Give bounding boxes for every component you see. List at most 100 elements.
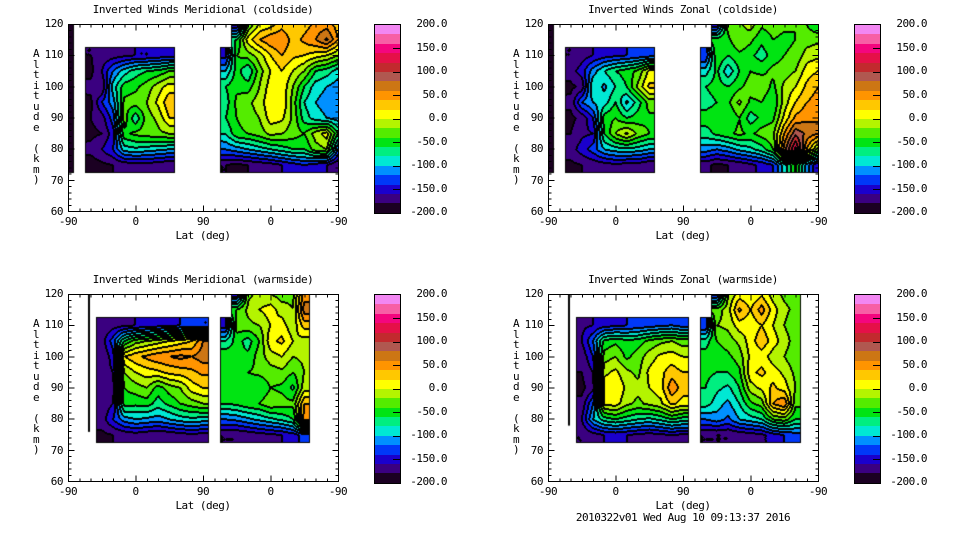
colorbar-band (855, 473, 880, 483)
contour-field (68, 294, 338, 482)
x-tick-label: 90 (196, 485, 210, 498)
colorbar-band (855, 90, 880, 101)
colorbar-tick (393, 189, 400, 190)
contour-field (68, 24, 338, 212)
y-tick-label: 110 (44, 318, 64, 332)
colorbar-band (855, 417, 880, 427)
colorbar-band (855, 426, 880, 436)
colorbar-band (375, 71, 400, 82)
panel-title: Inverted Winds Meridional (warmside) (92, 273, 314, 286)
colorbar-band (375, 175, 400, 185)
colorbar-band (375, 360, 400, 371)
colorbar-band (375, 464, 400, 474)
x-tick-label: 90 (676, 215, 690, 228)
colorbar-band (375, 194, 400, 204)
colorbar-tick (873, 165, 880, 167)
panel-title: Inverted Winds Zonal (warmside) (588, 273, 778, 286)
colorbar-band (855, 71, 880, 82)
colorbar-band (375, 379, 400, 389)
x-tick-label: 0 (747, 215, 754, 228)
colorbar-band (855, 464, 880, 474)
colorbar-tick-label: 50.0 (422, 87, 448, 101)
y-tick-label: 90 (530, 381, 544, 394)
plot-footer-timestamp: 2010322v01 Wed Aug 10 09:13:37 2016 (575, 511, 791, 524)
panel-zonal-coldside: Inverted Winds Zonal (coldside) A l t i … (480, 0, 960, 270)
y-tick-label: 100 (524, 79, 544, 93)
panel-meridional-warmside: Inverted Winds Meridional (warmside) A l… (0, 270, 480, 540)
colorbar-tick (393, 71, 400, 73)
x-axis-label: Lat (deg) (655, 499, 711, 512)
colorbar-band (375, 118, 400, 129)
colorbar-tick (873, 71, 880, 73)
colorbar-band (375, 43, 400, 54)
colorbar (374, 24, 401, 214)
colorbar-tick (393, 318, 400, 319)
y-axis-label: A l t i t u d e ( k m ) (513, 317, 520, 456)
colorbar-tick (393, 435, 400, 437)
colorbar-band (375, 473, 400, 483)
colorbar-tick-label: 200.0 (896, 17, 927, 30)
colorbar-band (375, 295, 400, 305)
y-tick-label: 120 (44, 287, 64, 300)
colorbar-tick-label: 100.0 (896, 334, 927, 347)
panel-title: Inverted Winds Meridional (coldside) (92, 3, 314, 16)
colorbar-band (855, 147, 880, 157)
colorbar-tick-label: 200.0 (896, 287, 927, 300)
colorbar-tick-label: -200.0 (410, 205, 447, 218)
y-tick-label: 60 (530, 475, 544, 488)
colorbar-band (375, 407, 400, 418)
x-axis-label: Lat (deg) (655, 229, 711, 242)
x-tick-label: 0 (132, 485, 139, 498)
colorbar-band (855, 454, 880, 465)
colorbar-band (375, 147, 400, 157)
colorbar-tick-label: -150.0 (890, 181, 927, 195)
colorbar-tick-label: -200.0 (890, 205, 927, 218)
y-axis-label: A l t i t u d e ( k m ) (513, 47, 520, 186)
colorbar-tick-label: 0.0 (908, 381, 928, 394)
colorbar-band (855, 388, 880, 399)
colorbar-band (375, 426, 400, 436)
x-tick-label: 0 (747, 485, 754, 498)
colorbar-tick (873, 435, 880, 437)
colorbar-band (375, 156, 400, 166)
x-axis-label: Lat (deg) (175, 499, 231, 512)
colorbar-tick-label: -100.0 (410, 158, 447, 171)
y-tick-label: 80 (530, 412, 544, 426)
y-tick-label: 80 (50, 142, 64, 156)
colorbar-tick (873, 365, 880, 366)
colorbar-band (855, 109, 880, 119)
colorbar-band (375, 445, 400, 455)
colorbar-tick-label: -200.0 (410, 475, 447, 488)
colorbar-tick (393, 459, 400, 460)
x-tick-label: 90 (676, 485, 690, 498)
colorbar-tick-label: 150.0 (416, 310, 447, 324)
colorbar-band (375, 137, 400, 148)
colorbar-tick (393, 165, 400, 167)
y-tick-label: 110 (524, 318, 544, 332)
colorbar-band (855, 323, 880, 333)
colorbar-tick (393, 118, 400, 120)
colorbar-tick-label: 150.0 (896, 40, 927, 54)
y-tick-label: 100 (524, 349, 544, 363)
x-tick-label: 0 (267, 485, 274, 498)
x-tick-label: 0 (132, 215, 139, 228)
colorbar-band (855, 62, 880, 72)
colorbar-band (375, 454, 400, 465)
colorbar-tick (873, 48, 880, 49)
colorbar-tick (393, 142, 400, 143)
x-tick-label: -90 (58, 215, 78, 228)
colorbar-band (375, 398, 400, 408)
colorbar-tick-label: -200.0 (890, 475, 927, 488)
y-tick-label: 120 (44, 17, 64, 30)
colorbar-band (375, 341, 400, 352)
colorbar-tick-label: 100.0 (416, 64, 447, 77)
y-tick-label: 120 (524, 287, 544, 300)
colorbar-band (855, 34, 880, 44)
x-tick-label: 0 (267, 215, 274, 228)
y-tick-label: 60 (50, 205, 64, 218)
colorbar-band (855, 203, 880, 213)
colorbar-tick-label: -150.0 (890, 451, 927, 465)
colorbar-band (375, 304, 400, 314)
colorbar-tick-label: -100.0 (890, 158, 927, 171)
